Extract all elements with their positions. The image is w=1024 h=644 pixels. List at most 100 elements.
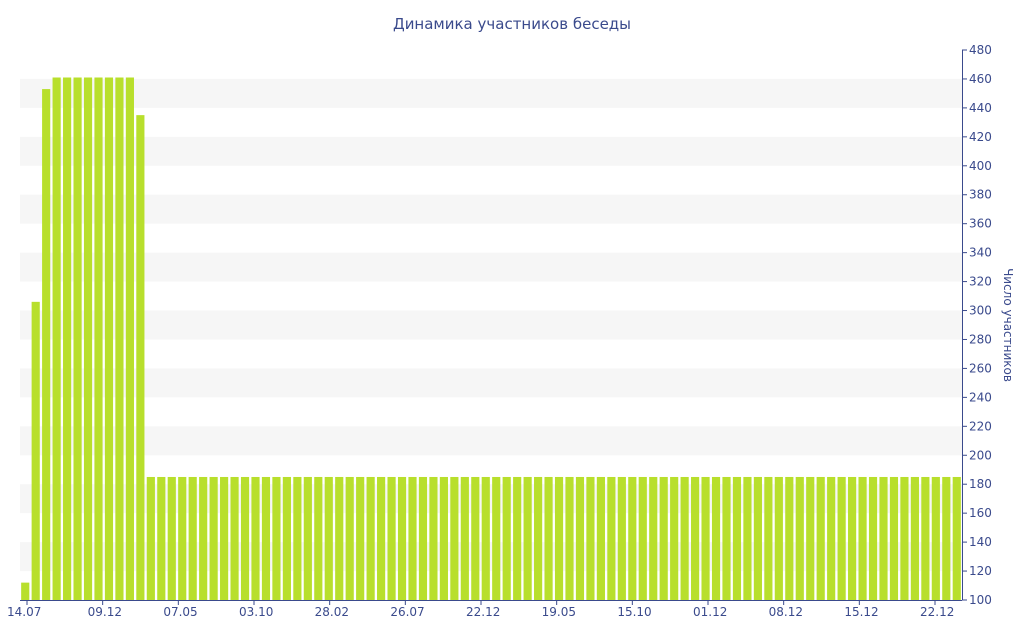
x-tick-label: 01.12: [693, 605, 727, 619]
bar: [293, 476, 302, 600]
bar: [743, 476, 752, 600]
bar: [575, 476, 585, 600]
grid-band: [20, 484, 962, 514]
bar: [52, 77, 61, 600]
bar: [628, 476, 637, 600]
bar: [429, 476, 438, 600]
y-tick-label: 100: [969, 593, 992, 607]
grid-band: [20, 78, 962, 108]
bar: [366, 476, 375, 600]
bar: [848, 476, 857, 600]
bar: [774, 476, 783, 600]
bar: [586, 476, 595, 600]
y-ticks-group: 100 120 140 160 180 200 220 240 260 280 300 320 340 3…: [962, 43, 992, 607]
bar: [450, 476, 459, 600]
bar: [910, 476, 919, 600]
x-tick-label: 28.02: [315, 605, 349, 619]
bar: [282, 476, 291, 600]
grid-bands: [20, 78, 962, 572]
y-tick-label: 280: [969, 332, 992, 346]
y-tick-label: 200: [969, 448, 992, 462]
bar: [356, 476, 365, 600]
bar: [178, 476, 187, 600]
bar: [439, 476, 448, 600]
y-tick-label: 420: [969, 130, 992, 144]
x-tick-label: 09.12: [88, 605, 122, 619]
bar: [230, 476, 239, 600]
y-tick-label: 260: [969, 361, 992, 375]
bar: [115, 77, 124, 600]
y-tick-label: 160: [969, 506, 992, 520]
grid-band: [20, 136, 962, 166]
bar: [879, 476, 888, 600]
x-ticks-group: 14.07 09.12 07.05 03.10 28.02 26.07 22.12 19.05…: [7, 600, 954, 619]
y-tick-label: 360: [969, 217, 992, 231]
bar: [188, 476, 197, 600]
bar: [513, 476, 522, 600]
grid-band: [20, 310, 962, 340]
bar: [942, 476, 951, 600]
y-tick-label: 300: [969, 304, 992, 318]
bar: [868, 476, 878, 600]
y-tick-label: 480: [969, 43, 992, 57]
chart-title: Динамика участников беседы: [393, 15, 631, 33]
bar: [73, 77, 82, 600]
bar: [722, 476, 731, 600]
bar: [377, 476, 386, 600]
bar: [335, 476, 344, 600]
x-tick-label: 22.12: [466, 605, 500, 619]
bar: [889, 476, 899, 600]
x-tick-label: 08.12: [769, 605, 803, 619]
bar: [125, 77, 134, 600]
bar: [670, 476, 679, 600]
x-tick-label: 15.10: [617, 605, 651, 619]
bar: [827, 476, 836, 600]
bar: [42, 89, 51, 600]
bar: [146, 476, 155, 600]
bar: [523, 476, 532, 600]
bar: [565, 476, 574, 600]
grid-band: [20, 194, 962, 224]
bar: [607, 476, 616, 600]
grid-band: [20, 252, 962, 282]
x-tick-label: 19.05: [542, 605, 576, 619]
y-tick-label: 220: [969, 419, 992, 433]
x-tick-label: 14.07: [7, 605, 41, 619]
bar: [314, 476, 323, 600]
y-axis-label: Число участников: [1001, 268, 1015, 382]
y-tick-label: 460: [969, 72, 992, 86]
x-tick-label: 22.12: [920, 605, 954, 619]
y-tick-label: 180: [969, 477, 992, 491]
bar: [691, 476, 700, 600]
bar: [136, 115, 145, 600]
bar: [272, 476, 281, 600]
x-tick-label: 26.07: [390, 605, 424, 619]
bar: [649, 476, 658, 600]
bar: [596, 476, 605, 600]
bar: [220, 476, 229, 600]
bar: [199, 476, 208, 600]
bar: [31, 301, 40, 600]
bar: [544, 476, 553, 600]
axes-group: [20, 50, 963, 601]
bar: [764, 476, 773, 600]
bar: [408, 476, 417, 600]
bar: [94, 77, 103, 600]
bar: [502, 476, 511, 600]
y-tick-label: 140: [969, 535, 992, 549]
y-tick-label: 240: [969, 390, 992, 404]
y-tick-label: 120: [969, 564, 992, 578]
bar: [209, 476, 218, 600]
bar: [418, 476, 428, 600]
bar: [638, 476, 647, 600]
bar: [251, 476, 260, 600]
bar: [83, 77, 93, 600]
bar: [680, 476, 689, 600]
bar: [659, 476, 668, 600]
bar: [837, 476, 846, 600]
bar: [240, 476, 250, 600]
bar: [460, 476, 469, 600]
bar: [806, 476, 815, 600]
bar: [795, 476, 804, 600]
